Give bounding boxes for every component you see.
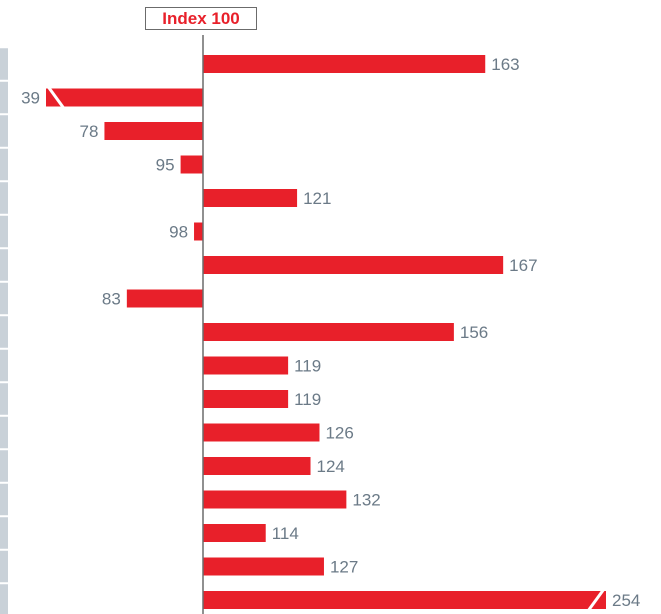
bar: [203, 323, 454, 341]
bar: [104, 122, 203, 140]
value-label: 167: [509, 256, 537, 275]
bar: [180, 155, 203, 174]
bar: [203, 55, 486, 73]
row-marker: [0, 416, 8, 449]
value-label: 83: [102, 290, 121, 309]
row-marker: [0, 115, 8, 147]
value-label: 119: [294, 390, 321, 409]
break-mark: [586, 588, 606, 612]
row-marker: [0, 316, 8, 348]
value-label: 114: [272, 524, 299, 543]
bar: [203, 557, 324, 576]
baseline-index-label: Index 100: [145, 7, 257, 30]
value-labels-group: 1633978951219816783156119119126124132114…: [21, 55, 640, 610]
bar: [203, 189, 298, 207]
value-label: 254: [612, 591, 640, 610]
bar: [203, 524, 266, 542]
row-marker: [0, 48, 8, 80]
bar: [203, 490, 347, 509]
value-label: 95: [156, 156, 175, 175]
bar: [194, 222, 203, 241]
row-marker: [0, 550, 8, 583]
row-marker: [0, 483, 8, 516]
value-label: 163: [491, 55, 519, 74]
value-label: 156: [460, 323, 488, 342]
row-marker: [0, 349, 8, 382]
row-strips: [0, 48, 8, 614]
bar: [203, 457, 311, 475]
bars-group: [46, 55, 606, 612]
value-label: 98: [169, 223, 188, 242]
value-label: 124: [317, 457, 345, 476]
value-label: 126: [325, 424, 353, 443]
value-label: 121: [303, 189, 331, 208]
bar: [203, 423, 320, 442]
bar: [203, 390, 289, 408]
value-label: 132: [352, 491, 380, 510]
row-marker: [0, 282, 8, 315]
bar: [126, 289, 203, 308]
row-marker: [0, 383, 8, 415]
value-label: 119: [294, 357, 321, 376]
bar: [46, 88, 203, 107]
bar: [203, 256, 504, 274]
row-marker: [0, 182, 8, 214]
value-label: 39: [21, 89, 40, 108]
bar: [203, 356, 289, 375]
row-marker: [0, 584, 8, 614]
value-label: 78: [80, 122, 99, 141]
row-marker: [0, 517, 8, 549]
row-marker: [0, 215, 8, 248]
row-marker: [0, 450, 8, 482]
bar: [203, 591, 606, 609]
value-label: 127: [330, 558, 358, 577]
row-marker: [0, 249, 8, 281]
row-marker: [0, 81, 8, 114]
break-mark: [46, 85, 66, 110]
row-marker: [0, 148, 8, 181]
